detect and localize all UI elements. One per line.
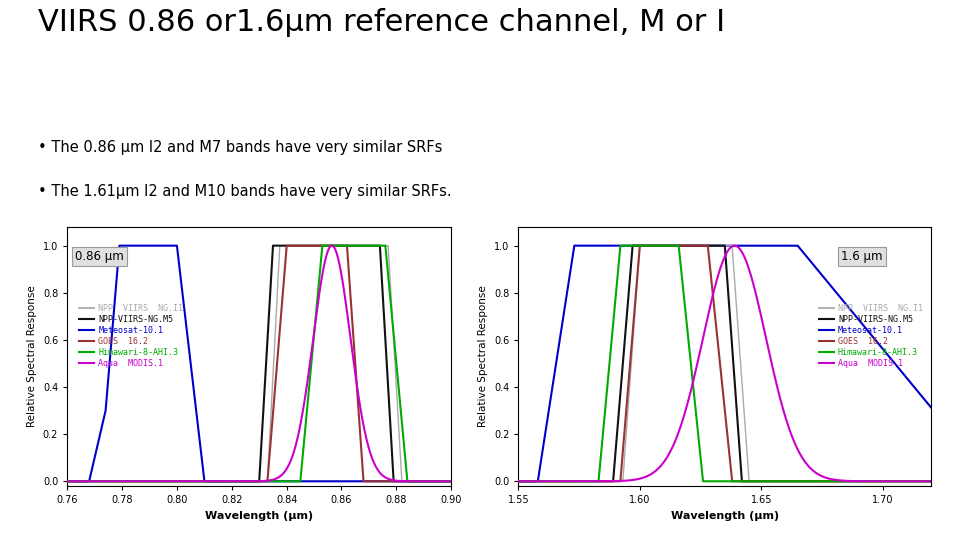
Text: • The 0.86 μm I2 and M7 bands have very similar SRFs: • The 0.86 μm I2 and M7 bands have very …	[38, 140, 443, 156]
X-axis label: Wavelength (μm): Wavelength (μm)	[671, 511, 779, 521]
Y-axis label: Relative Spectral Response: Relative Spectral Response	[478, 286, 489, 427]
X-axis label: Wavelength (μm): Wavelength (μm)	[205, 511, 313, 521]
Text: 1.6 μm: 1.6 μm	[841, 251, 883, 264]
Y-axis label: Relative Spectral Response: Relative Spectral Response	[27, 286, 37, 427]
Text: 0.86 μm: 0.86 μm	[76, 251, 124, 264]
Text: • The 1.61μm I2 and M10 bands have very similar SRFs.: • The 1.61μm I2 and M10 bands have very …	[38, 184, 452, 199]
Legend: NPP  VIIRS  NG.I1, NPP-VIIRS-NG.M5, Meteosat-10.1, GOES  16.2, Himawari-8-AHI.3,: NPP VIIRS NG.I1, NPP-VIIRS-NG.M5, Meteos…	[819, 303, 923, 368]
Text: VIIRS 0.86 or1.6μm reference channel, M or I: VIIRS 0.86 or1.6μm reference channel, M …	[38, 8, 726, 37]
Legend: NPP  VIIRS  NG.I1, NPP-VIIRS-NG.M5, Meteosat-10.1, GOES  16.2, Himawari-8-AHI.3,: NPP VIIRS NG.I1, NPP-VIIRS-NG.M5, Meteos…	[79, 303, 183, 368]
